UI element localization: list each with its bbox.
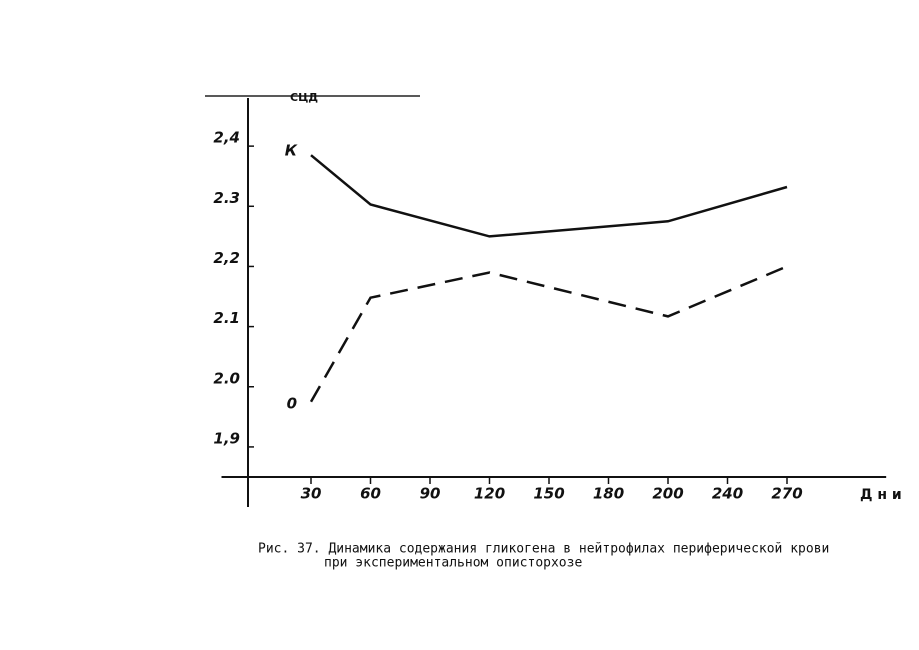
- x-tick-label: 200: [652, 485, 683, 503]
- caption: при экспериментальном описторхозе: [324, 556, 582, 571]
- x-tick-label: 180: [593, 485, 624, 503]
- x-axis-label: Д н и: [860, 487, 902, 503]
- x-tick-label: 120: [474, 485, 505, 503]
- series-label: 0: [287, 394, 297, 412]
- x-tick-label: 240: [712, 485, 743, 503]
- y-tick-label: 2.1: [213, 309, 240, 327]
- x-tick-label: 90: [420, 485, 441, 503]
- y-tick-label: 2,2: [213, 249, 240, 267]
- y-tick-label: 2.3: [213, 189, 240, 207]
- x-tick-label: 150: [533, 485, 564, 503]
- series-line: [310, 154, 788, 238]
- y-tick-label: 1,9: [213, 429, 240, 447]
- series-line: [309, 265, 788, 403]
- x-tick-label: 30: [301, 485, 322, 503]
- caption: Рис. 37. Динамика содержания гликогена в…: [258, 542, 829, 557]
- x-tick-label: 60: [360, 485, 381, 503]
- x-tick-label: 270: [771, 485, 802, 503]
- y-axis-label: СЦД: [290, 91, 318, 104]
- y-tick-label: 2.0: [213, 369, 240, 387]
- series-label: К: [285, 142, 298, 160]
- y-tick-label: 2,4: [213, 129, 240, 147]
